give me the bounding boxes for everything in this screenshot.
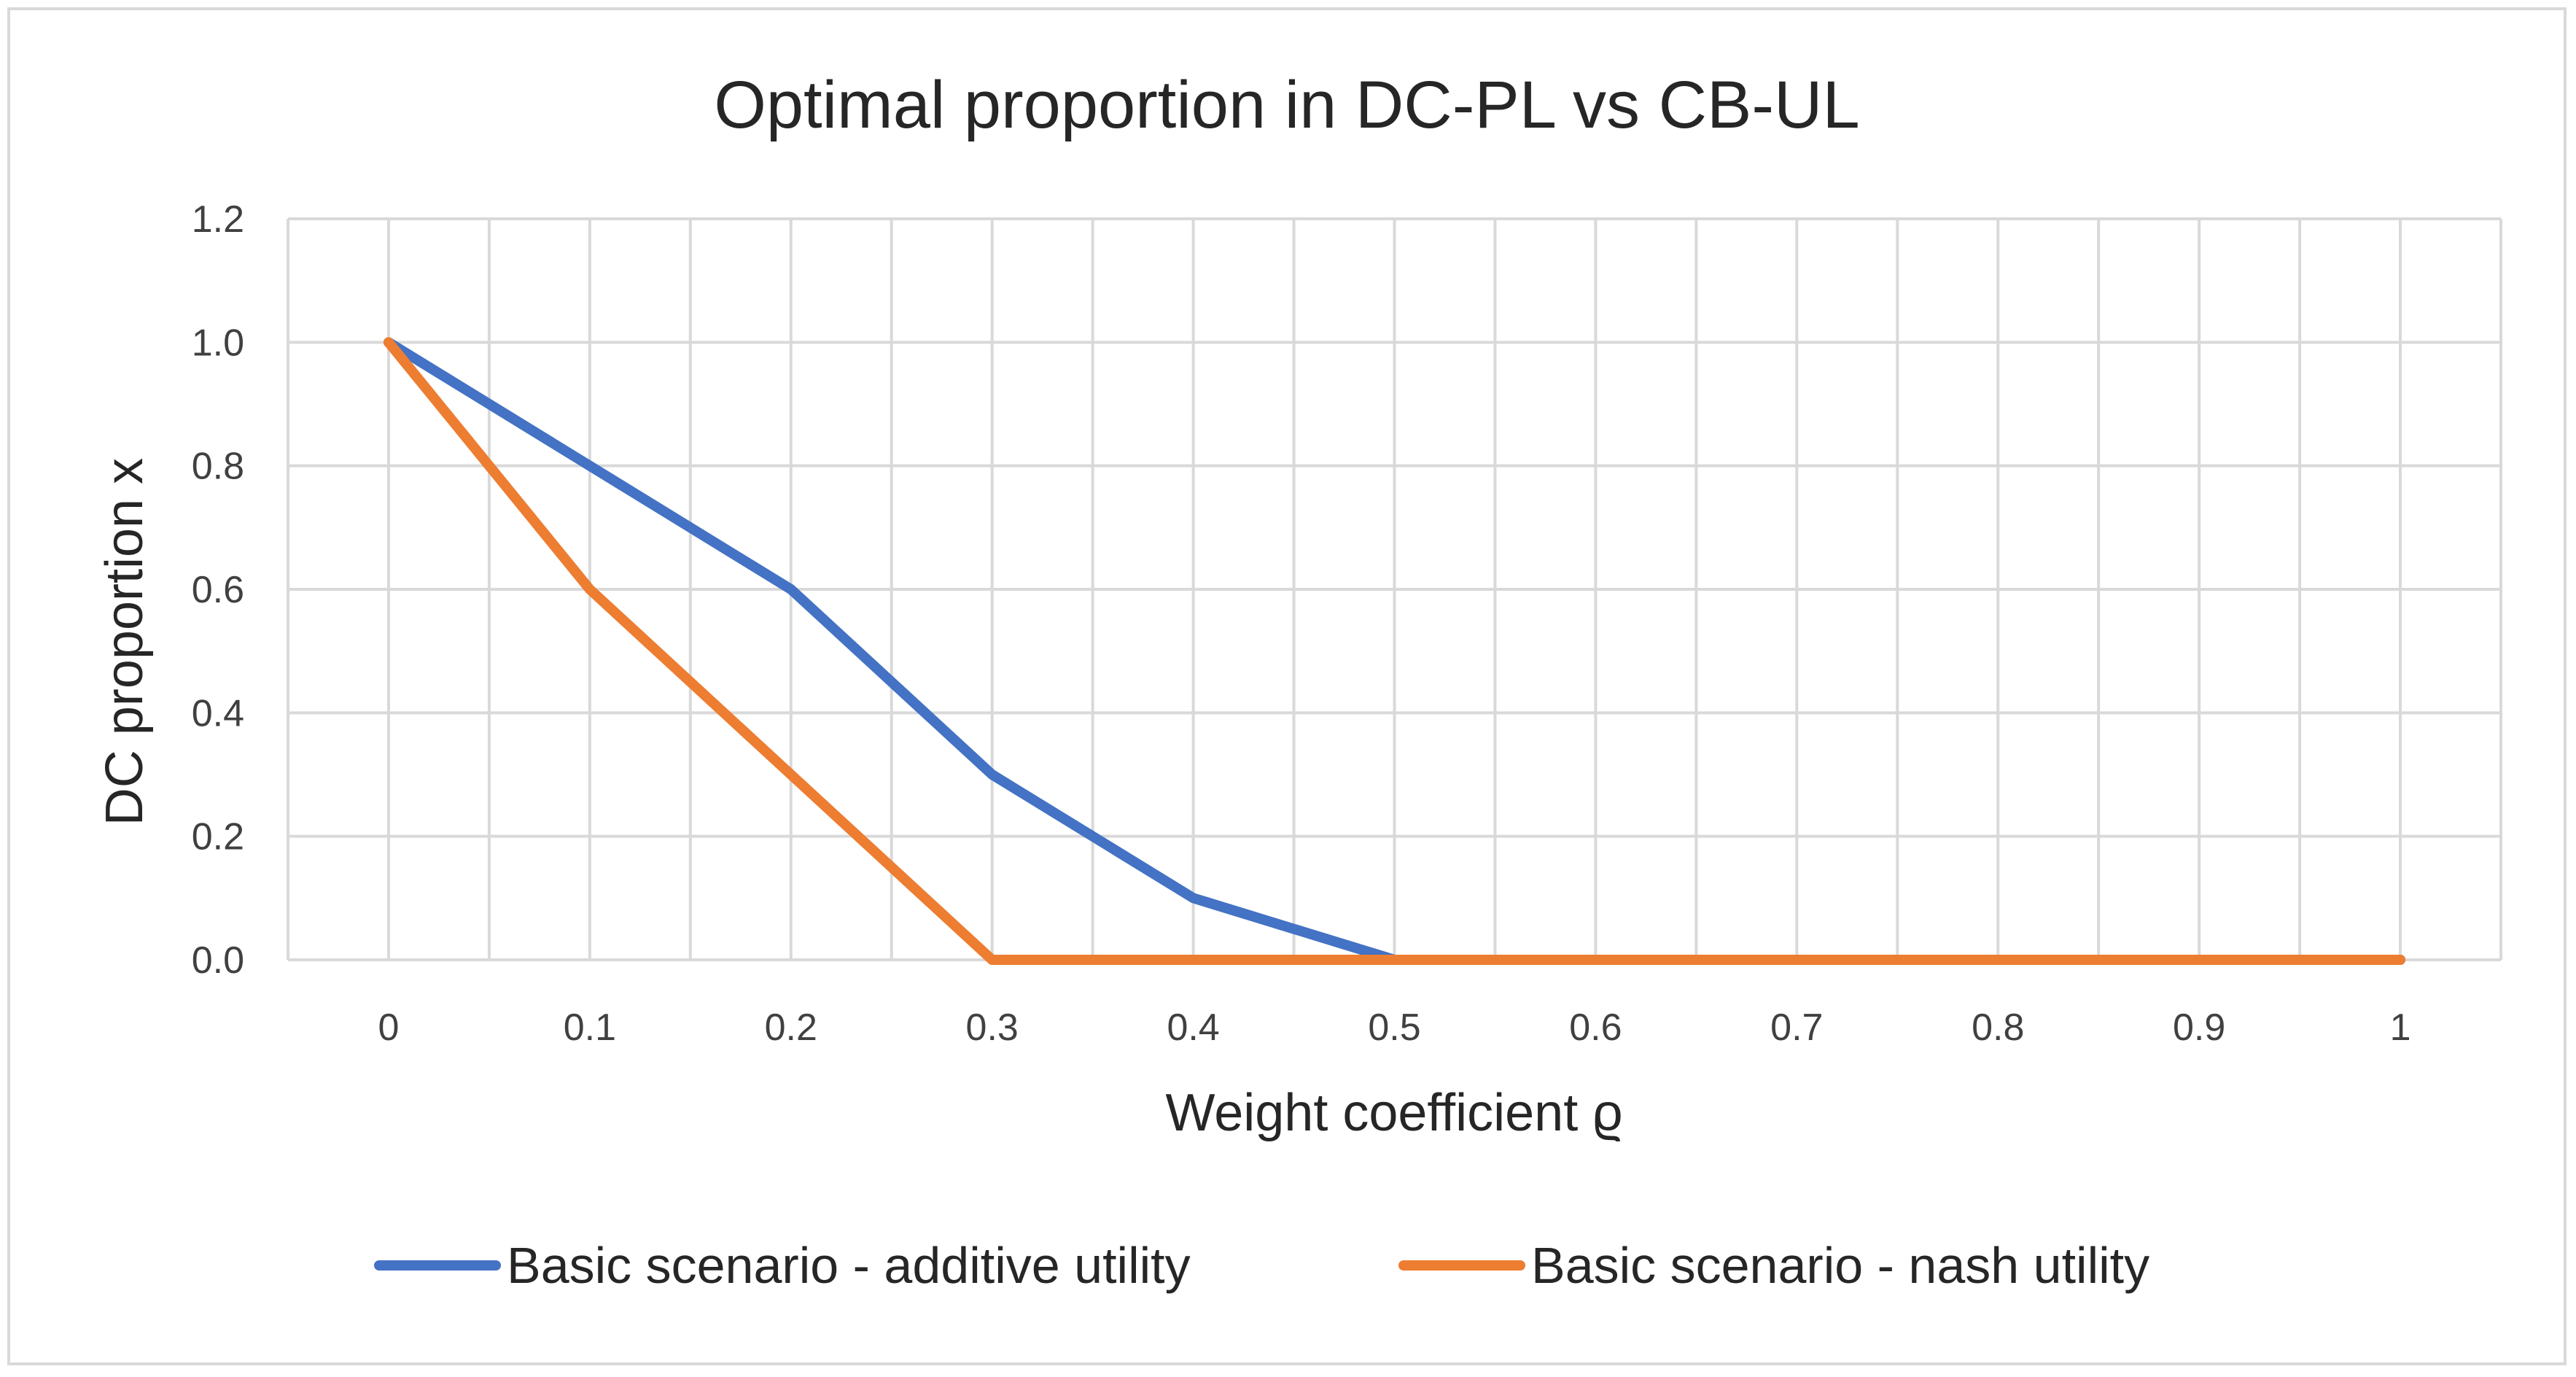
y-tick-label: 0.4 [192, 692, 244, 734]
y-axis-title: DC proportion x [96, 458, 154, 826]
legend: Basic scenario - additive utility Basic s… [374, 1237, 2149, 1294]
series-lines [383, 337, 2406, 965]
x-tick-label: 0.7 [1770, 1006, 1823, 1049]
x-tick-label: 0.5 [1368, 1006, 1420, 1049]
x-axis-title: Weight coefficient ϱ [1166, 1084, 1623, 1142]
legend-label-2: Basic scenario - nash utility [1531, 1237, 2149, 1294]
y-tick-label: 0.0 [192, 939, 244, 982]
chart-frame [7, 7, 2567, 1365]
x-tick-label: 0.9 [2173, 1006, 2225, 1049]
y-tick-label: 0.8 [192, 446, 244, 488]
x-tick-label: 0.1 [564, 1006, 616, 1049]
x-tick-label: 0.8 [1972, 1006, 2024, 1049]
x-axis-ticks: 0 0.1 0.2 0.3 0.4 0.5 0.6 0.7 0.8 0.9 1 [378, 1006, 2410, 1049]
x-tick-label: 0.4 [1167, 1006, 1219, 1049]
y-tick-label: 0.6 [192, 569, 244, 611]
series-line-2 [383, 337, 2406, 965]
chart-title: Optimal proportion in DC-PL vs CB-UL [714, 68, 1859, 142]
x-tick-label: 0.3 [966, 1006, 1019, 1049]
y-axis-ticks: 0.0 0.2 0.4 0.6 0.8 1.0 1.2 [192, 198, 244, 982]
x-tick-label: 0.6 [1569, 1006, 1622, 1049]
gridlines [287, 217, 2502, 961]
y-tick-label: 1.2 [192, 198, 244, 241]
legend-label-1: Basic scenario - additive utility [507, 1237, 1191, 1294]
x-tick-label: 0.2 [765, 1006, 817, 1049]
y-tick-label: 1.0 [192, 322, 244, 364]
y-tick-label: 0.2 [192, 816, 244, 858]
x-tick-label: 1 [2390, 1006, 2411, 1049]
x-tick-label: 0 [378, 1006, 399, 1049]
